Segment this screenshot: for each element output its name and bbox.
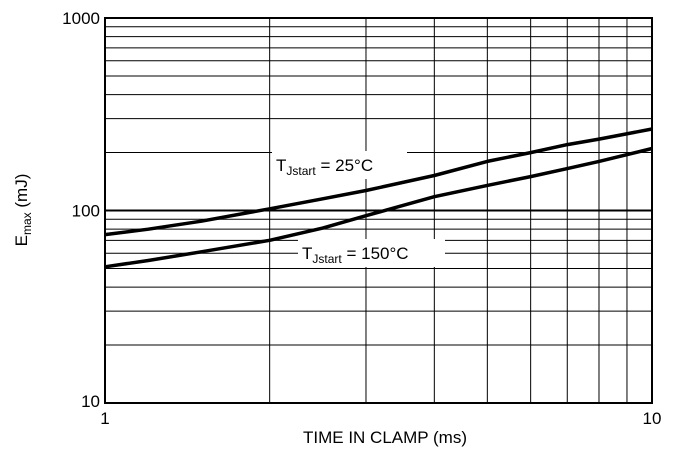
curve-label-150c: TJstart = 150°C [302, 244, 409, 266]
y-tick-label: 1000 [62, 9, 100, 28]
y-axis-title: Emax (mJ) [12, 174, 34, 247]
y-tick-label: 10 [81, 392, 100, 411]
x-tick-label: 10 [643, 409, 662, 428]
x-tick-label: 1 [100, 409, 109, 428]
curve-label-bg-150c [298, 239, 445, 267]
x-axis-title: TIME IN CLAMP (ms) [303, 428, 467, 447]
curve-label-25c: TJstart = 25°C [276, 156, 373, 178]
plot-frame [104, 17, 653, 404]
y-axis-title-base: E [12, 235, 31, 246]
y-axis-title-sub: max [20, 212, 34, 235]
curve-series-0 [104, 127, 653, 237]
curves [104, 127, 653, 269]
curve-labels: TJstart = 25°C TJstart = 150°C [272, 151, 445, 267]
curve-series-1 [104, 146, 653, 269]
curve-label-bg-25c [272, 151, 407, 179]
y-axis-title-unit: (mJ) [12, 174, 31, 213]
y-tick-label: 100 [72, 202, 100, 221]
